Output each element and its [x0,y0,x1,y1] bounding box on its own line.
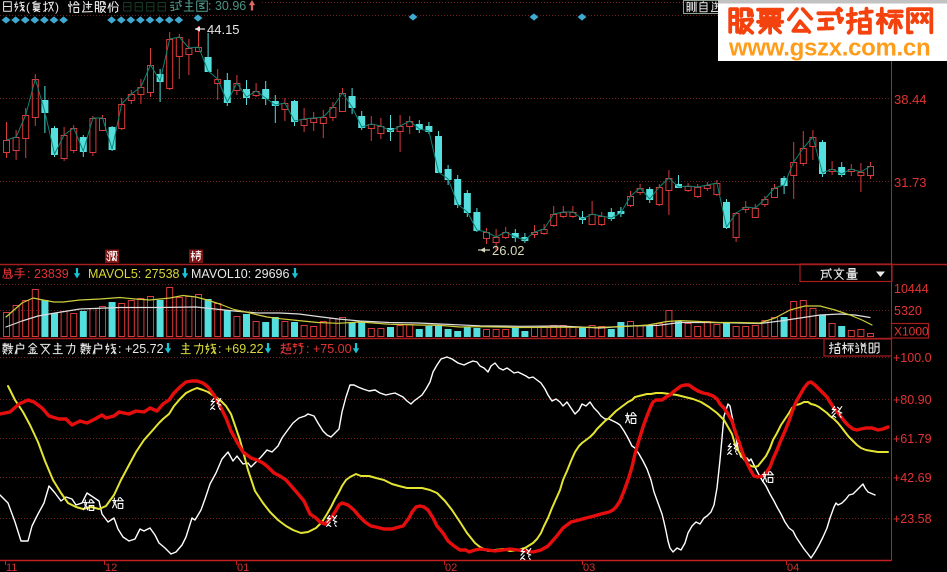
svg-text:): ) [55,0,59,14]
svg-text:04: 04 [787,562,799,572]
svg-text:5320: 5320 [894,304,922,318]
svg-text:+80.90: +80.90 [893,393,932,407]
svg-text:: +75.00: : +75.00 [306,342,352,356]
svg-text:+23.58: +23.58 [893,512,932,526]
svg-text:(: ( [26,0,30,14]
svg-text:03: 03 [583,562,595,572]
svg-text:11: 11 [6,562,17,572]
svg-text:12: 12 [105,562,117,572]
svg-text:01: 01 [237,562,249,572]
svg-text:MAVOL10: 29696: MAVOL10: 29696 [191,267,289,281]
svg-text:www.gszx.com.cn: www.gszx.com.cn [728,35,930,62]
svg-text:10444: 10444 [894,282,929,296]
svg-text:+100.0: +100.0 [893,351,932,365]
svg-text:02: 02 [445,562,457,572]
svg-text:: +69.22: : +69.22 [218,342,264,356]
svg-text:38.44: 38.44 [894,92,927,107]
svg-text:44.15: 44.15 [207,22,240,37]
svg-text:26.02: 26.02 [492,243,525,258]
svg-text:X1000: X1000 [894,325,929,339]
svg-text:: 23839: : 23839 [27,267,69,281]
svg-text:31.73: 31.73 [894,175,927,190]
svg-text:+61.79: +61.79 [893,432,932,446]
svg-text:: +25.72: : +25.72 [118,342,164,356]
svg-text:: 30.96: : 30.96 [208,0,246,13]
svg-text:MAVOL5: 27538: MAVOL5: 27538 [88,267,180,281]
svg-text:+42.69: +42.69 [893,471,932,485]
